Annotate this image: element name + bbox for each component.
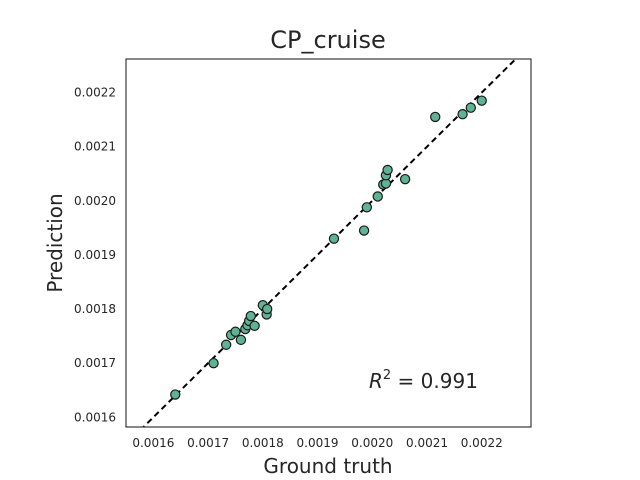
data-point-25 bbox=[457, 108, 468, 120]
y-tick-label: 0.0018 bbox=[74, 302, 116, 316]
x-tick-labels: 0.0016 0.0017 0.0018 0.0019 0.0020 0.0021 0.00… bbox=[132, 436, 502, 450]
data-point-3 bbox=[220, 339, 232, 350]
plot-frame bbox=[125, 58, 532, 428]
y-tick-label: 0.0020 bbox=[74, 194, 116, 208]
y-tick-label: 0.0017 bbox=[74, 356, 116, 370]
data-point-10 bbox=[245, 310, 256, 322]
data-point-6 bbox=[235, 334, 247, 346]
r-squared-exponent: 2 bbox=[383, 368, 391, 383]
data-point-27 bbox=[476, 95, 487, 106]
data-point-24 bbox=[430, 111, 441, 123]
x-tick-label: 0.0016 bbox=[132, 436, 174, 450]
y-tick-labels: 0.0016 0.0017 0.0018 0.0019 0.0020 0.0021 0.00… bbox=[74, 86, 116, 425]
data-point-18 bbox=[372, 191, 383, 202]
data-point-22 bbox=[382, 164, 393, 176]
y-tick-label: 0.0019 bbox=[74, 248, 116, 262]
data-point-14 bbox=[262, 303, 273, 315]
y-axis-label: Prediction bbox=[43, 193, 67, 292]
data-point-1 bbox=[170, 389, 181, 400]
x-tick-label: 0.0017 bbox=[187, 436, 229, 450]
y-tick-label: 0.0016 bbox=[74, 410, 116, 424]
r-squared-symbol: R bbox=[369, 369, 383, 393]
x-tick-label: 0.0020 bbox=[351, 436, 393, 450]
data-point-17 bbox=[361, 202, 373, 213]
chart-title: CP_cruise bbox=[270, 26, 385, 54]
data-point-2 bbox=[208, 357, 219, 369]
x-tick-label: 0.0019 bbox=[297, 436, 339, 450]
y-tick-label: 0.0021 bbox=[74, 140, 116, 154]
data-point-23 bbox=[399, 173, 411, 185]
x-tick-label: 0.0022 bbox=[461, 436, 503, 450]
data-point-26 bbox=[465, 102, 476, 113]
r-squared-value: = 0.991 bbox=[391, 369, 478, 393]
data-point-15 bbox=[328, 233, 340, 244]
x-axis-label: Ground truth bbox=[263, 454, 392, 478]
x-tick-label: 0.0021 bbox=[406, 436, 448, 450]
y-tick-label: 0.0022 bbox=[74, 86, 116, 100]
data-points-layer bbox=[170, 95, 487, 400]
data-point-11 bbox=[249, 320, 260, 331]
data-point-16 bbox=[358, 225, 370, 236]
x-tick-label: 0.0018 bbox=[242, 436, 284, 450]
r-squared-annotation: R2 = 0.991 bbox=[369, 368, 478, 393]
data-point-5 bbox=[230, 326, 241, 337]
